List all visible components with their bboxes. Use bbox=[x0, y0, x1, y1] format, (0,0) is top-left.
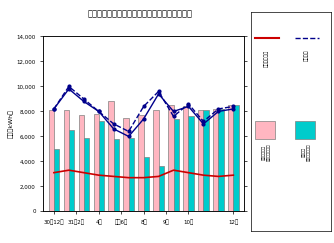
Bar bbox=[233, 105, 238, 211]
Bar bbox=[228, 105, 233, 211]
Bar bbox=[168, 105, 174, 211]
Bar bbox=[84, 138, 89, 211]
Text: 電力需要実績: 電力需要実績 bbox=[264, 49, 269, 67]
Bar bbox=[69, 130, 74, 211]
Text: 発電前年
同月比（発電）: 発電前年 同月比（発電） bbox=[302, 143, 311, 161]
Bar bbox=[213, 109, 218, 211]
Bar bbox=[63, 110, 69, 211]
Bar bbox=[138, 114, 144, 211]
Text: 電力需要実績・発電実績及び前年同月比の推移: 電力需要実績・発電実績及び前年同月比の推移 bbox=[88, 10, 193, 19]
Bar bbox=[129, 138, 134, 211]
Y-axis label: （百万kWh）: （百万kWh） bbox=[8, 110, 14, 138]
Bar bbox=[153, 110, 159, 211]
Y-axis label: （%）: （%） bbox=[263, 117, 269, 131]
Bar bbox=[54, 149, 59, 211]
Bar bbox=[49, 110, 54, 211]
Text: 電力需要前年
同月比（需要）: 電力需要前年 同月比（需要） bbox=[262, 143, 271, 161]
Bar bbox=[159, 166, 164, 211]
Bar bbox=[218, 109, 224, 211]
Bar bbox=[174, 119, 179, 211]
Bar bbox=[99, 122, 104, 211]
Bar bbox=[114, 139, 119, 211]
Bar bbox=[183, 106, 188, 211]
Bar bbox=[144, 157, 149, 211]
Bar bbox=[109, 101, 114, 211]
Bar bbox=[94, 114, 99, 211]
Text: 発電実績: 発電実績 bbox=[304, 49, 309, 61]
Bar bbox=[255, 122, 275, 139]
Bar bbox=[203, 110, 209, 211]
Bar bbox=[124, 118, 129, 211]
Bar bbox=[295, 122, 315, 139]
Bar bbox=[78, 114, 84, 211]
Bar bbox=[188, 116, 194, 211]
Bar bbox=[198, 110, 203, 211]
